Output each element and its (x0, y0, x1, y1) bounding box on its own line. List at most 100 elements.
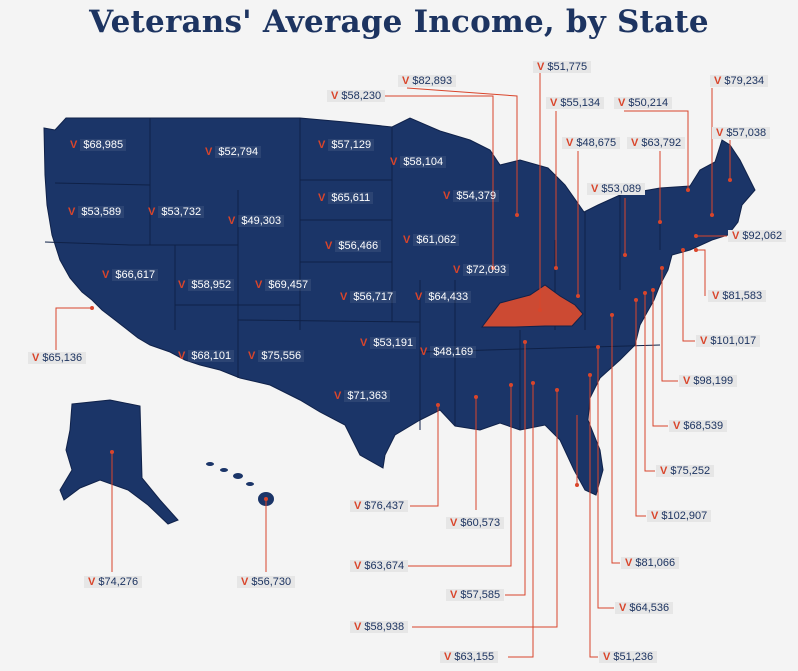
v-marker-icon: V (415, 291, 423, 303)
v-marker-icon: V (228, 215, 236, 227)
v-marker-icon: V (325, 240, 333, 252)
label-ak: V $74,276 (84, 575, 143, 589)
v-marker-icon: V (390, 156, 398, 168)
label-mo: V $64,433 (415, 290, 472, 304)
v-marker-icon: V (70, 139, 78, 151)
mainland-us-shape (43, 117, 756, 496)
v-marker-icon: V (88, 576, 96, 588)
label-ca: V $65,136 (28, 351, 87, 365)
v-marker-icon: V (631, 137, 639, 149)
v-marker-icon: V (241, 576, 249, 588)
v-marker-icon: V (651, 510, 659, 522)
v-marker-icon: V (619, 602, 627, 614)
v-marker-icon: V (450, 517, 458, 529)
v-marker-icon: V (331, 90, 339, 102)
label-mi: V $82,893 (398, 74, 457, 88)
label-ar: V $48,169 (420, 345, 477, 359)
label-de: V $68,539 (669, 419, 728, 433)
v-marker-icon: V (625, 557, 633, 569)
label-va: V $81,066 (621, 556, 680, 570)
label-ut: V $58,952 (178, 278, 235, 292)
label-nd: V $57,129 (318, 138, 375, 152)
label-ok: V $53,191 (360, 336, 417, 350)
label-az: V $68,101 (178, 349, 235, 363)
label-or: V $53,589 (68, 205, 125, 219)
label-ga: V $58,938 (350, 620, 409, 634)
label-al: V $57,585 (446, 588, 505, 602)
v-marker-icon: V (354, 621, 362, 633)
label-nh: V $79,234 (710, 74, 769, 88)
v-marker-icon: V (603, 651, 611, 663)
map-title: Veterans' Average Income, by State (89, 4, 709, 40)
label-in: V $58,230 (327, 89, 386, 103)
label-nc: V $64,536 (615, 601, 674, 615)
label-hi: V $56,730 (237, 575, 296, 589)
v-marker-icon: V (318, 192, 326, 204)
hawaii-shape (206, 462, 274, 506)
label-dc: V $75,252 (656, 464, 715, 478)
v-marker-icon: V (354, 560, 362, 572)
v-marker-icon: V (566, 137, 574, 149)
v-marker-icon: V (537, 61, 545, 73)
v-marker-icon: V (714, 75, 722, 87)
v-marker-icon: V (248, 350, 256, 362)
label-mt: V $52,794 (205, 145, 262, 159)
v-marker-icon: V (443, 190, 451, 202)
label-la: V $76,437 (350, 499, 409, 513)
label-oh: V $55,134 (546, 96, 605, 110)
label-fl: V $63,155 (440, 650, 499, 664)
v-marker-icon: V (68, 206, 76, 218)
label-il: V $72,093 (453, 263, 510, 277)
v-marker-icon: V (673, 420, 681, 432)
v-marker-icon: V (255, 279, 263, 291)
v-marker-icon: V (732, 230, 740, 242)
label-ny: V $63,792 (627, 136, 686, 150)
v-marker-icon: V (205, 146, 213, 158)
label-ky: V $51,775 (533, 60, 592, 74)
v-marker-icon: V (318, 139, 326, 151)
v-marker-icon: V (591, 183, 599, 195)
v-marker-icon: V (420, 346, 428, 358)
label-ia: V $61,062 (403, 233, 460, 247)
label-ri: V $81,583 (708, 289, 767, 303)
label-tx: V $71,363 (334, 389, 391, 403)
v-marker-icon: V (148, 206, 156, 218)
label-wv: V $48,675 (562, 136, 621, 150)
label-id: V $53,732 (148, 205, 205, 219)
label-pa: V $53,089 (587, 182, 646, 196)
v-marker-icon: V (178, 350, 186, 362)
label-vt: V $50,214 (614, 96, 673, 110)
v-marker-icon: V (354, 500, 362, 512)
v-marker-icon: V (712, 290, 720, 302)
label-ms: V $60,573 (446, 516, 505, 530)
v-marker-icon: V (450, 589, 458, 601)
label-ct: V $101,017 (696, 334, 761, 348)
label-md: V $102,907 (647, 509, 712, 523)
v-marker-icon: V (402, 75, 410, 87)
callout-lines (55, 73, 731, 658)
v-marker-icon: V (683, 375, 691, 387)
v-marker-icon: V (700, 335, 708, 347)
v-marker-icon: V (618, 97, 626, 109)
label-ne: V $56,466 (325, 239, 382, 253)
v-marker-icon: V (660, 465, 668, 477)
state-borders (44, 118, 661, 430)
callout-dots (90, 178, 732, 501)
label-wy: V $49,303 (228, 214, 285, 228)
v-marker-icon: V (102, 269, 110, 281)
v-marker-icon: V (32, 352, 40, 364)
label-tn: V $63,674 (350, 559, 409, 573)
label-wi: V $54,379 (443, 189, 500, 203)
alaska-shape (59, 399, 179, 525)
v-marker-icon: V (716, 127, 724, 139)
label-sc: V $51,236 (599, 650, 658, 664)
v-marker-icon: V (178, 279, 186, 291)
kentucky-highlight (481, 284, 584, 328)
label-ks: V $56,717 (340, 290, 397, 304)
label-ma: V $92,062 (728, 229, 787, 243)
v-marker-icon: V (360, 337, 368, 349)
label-co: V $69,457 (255, 278, 312, 292)
label-mn: V $58,104 (390, 155, 447, 169)
v-marker-icon: V (340, 291, 348, 303)
